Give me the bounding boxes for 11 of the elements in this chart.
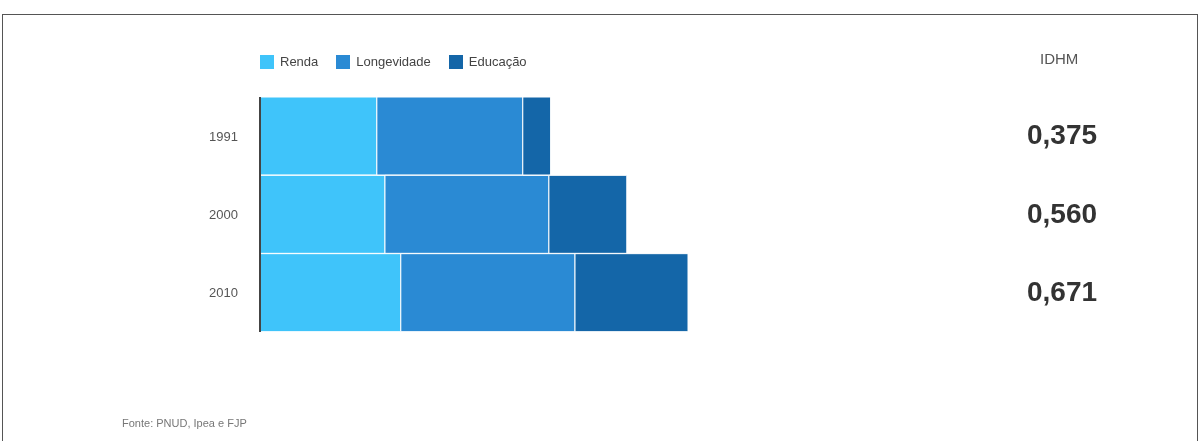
legend-label: Educação: [468, 54, 527, 69]
y-tick-label: 2000: [209, 207, 238, 223]
text: Longevidade: [356, 54, 431, 69]
y-tick-label: 1991: [209, 128, 238, 144]
y-tick-label: 2010: [209, 285, 238, 301]
legend-label: Renda: [280, 54, 319, 69]
text: 0,671: [1027, 275, 1098, 308]
source-note: Fonte: PNUD, Ipea e FJP: [122, 417, 247, 429]
text: 0,375: [1027, 119, 1098, 152]
text: 0,560: [1027, 197, 1098, 230]
text: IDHM: [1040, 50, 1079, 67]
